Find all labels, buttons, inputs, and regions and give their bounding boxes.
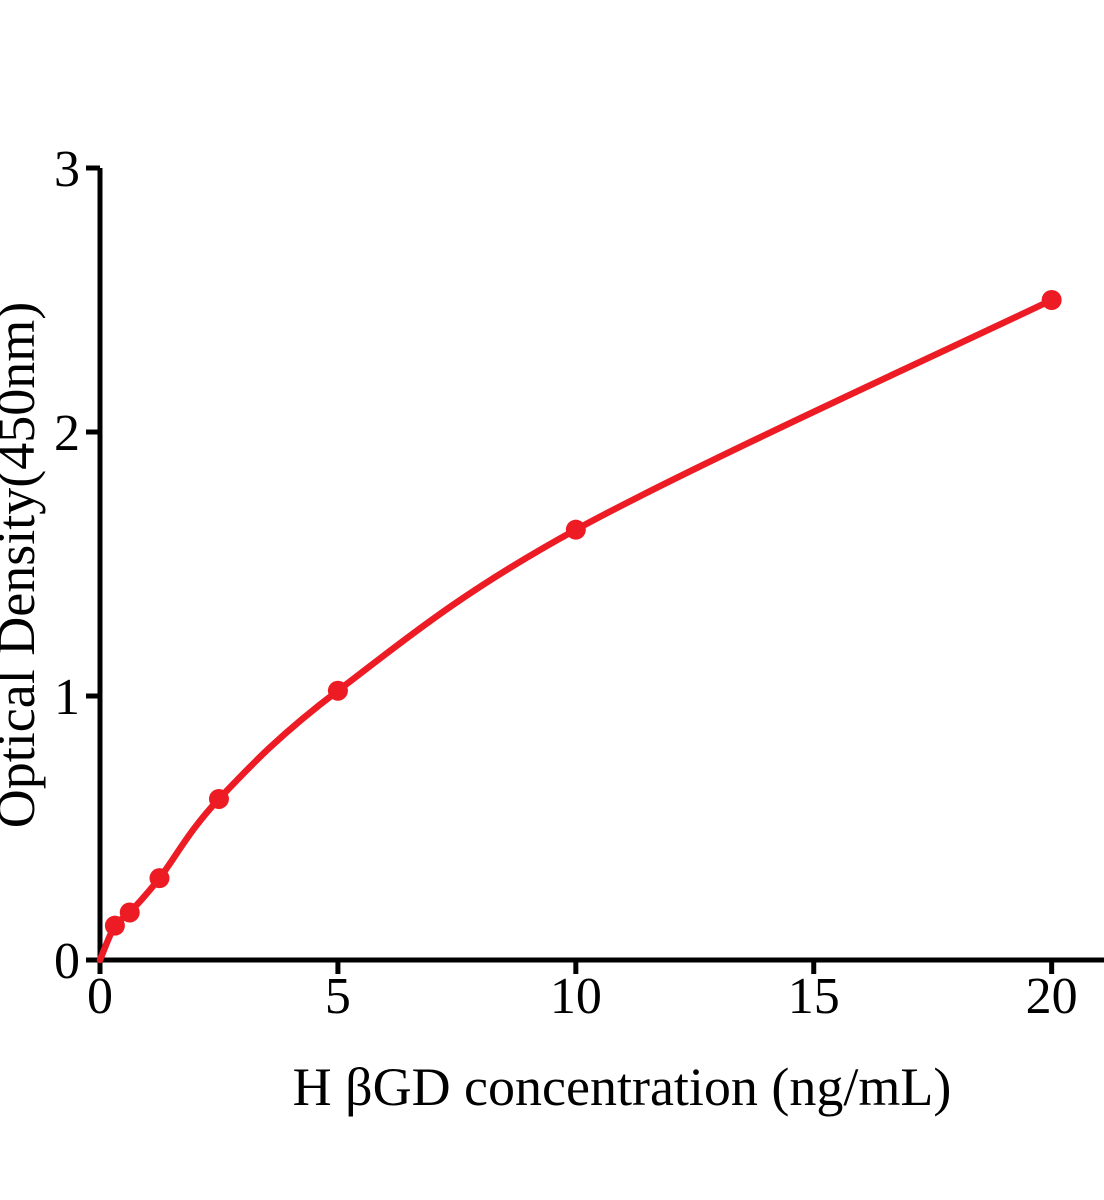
data-point (149, 868, 170, 889)
y-axis-title: Optical Density(450nm) (0, 302, 46, 828)
data-point (208, 788, 229, 809)
x-axis-title: H βGD concentration (ng/mL) (293, 1057, 952, 1117)
standard-curve-line (96, 296, 1055, 964)
axis-spines (97, 168, 1104, 963)
x-tick-label: 0 (87, 968, 113, 1025)
y-tick-label: 0 (54, 933, 80, 990)
series-layer (96, 290, 1062, 964)
y-tick-label: 3 (54, 141, 80, 198)
x-tick-label: 15 (788, 968, 840, 1025)
ticks-layer: 0 5 10 15 20 0 1 2 3 (54, 141, 1078, 1025)
x-tick-label: 5 (325, 968, 351, 1025)
data-point (1041, 290, 1062, 310)
data-point (327, 680, 348, 701)
axes-layer (97, 168, 1104, 963)
y-tick-label: 1 (54, 669, 80, 726)
data-point (119, 902, 140, 923)
data-point (104, 915, 125, 936)
data-point (565, 519, 586, 540)
y-tick-label: 2 (54, 405, 80, 462)
x-tick-label: 20 (1026, 968, 1078, 1025)
x-tick-label: 10 (550, 968, 602, 1025)
